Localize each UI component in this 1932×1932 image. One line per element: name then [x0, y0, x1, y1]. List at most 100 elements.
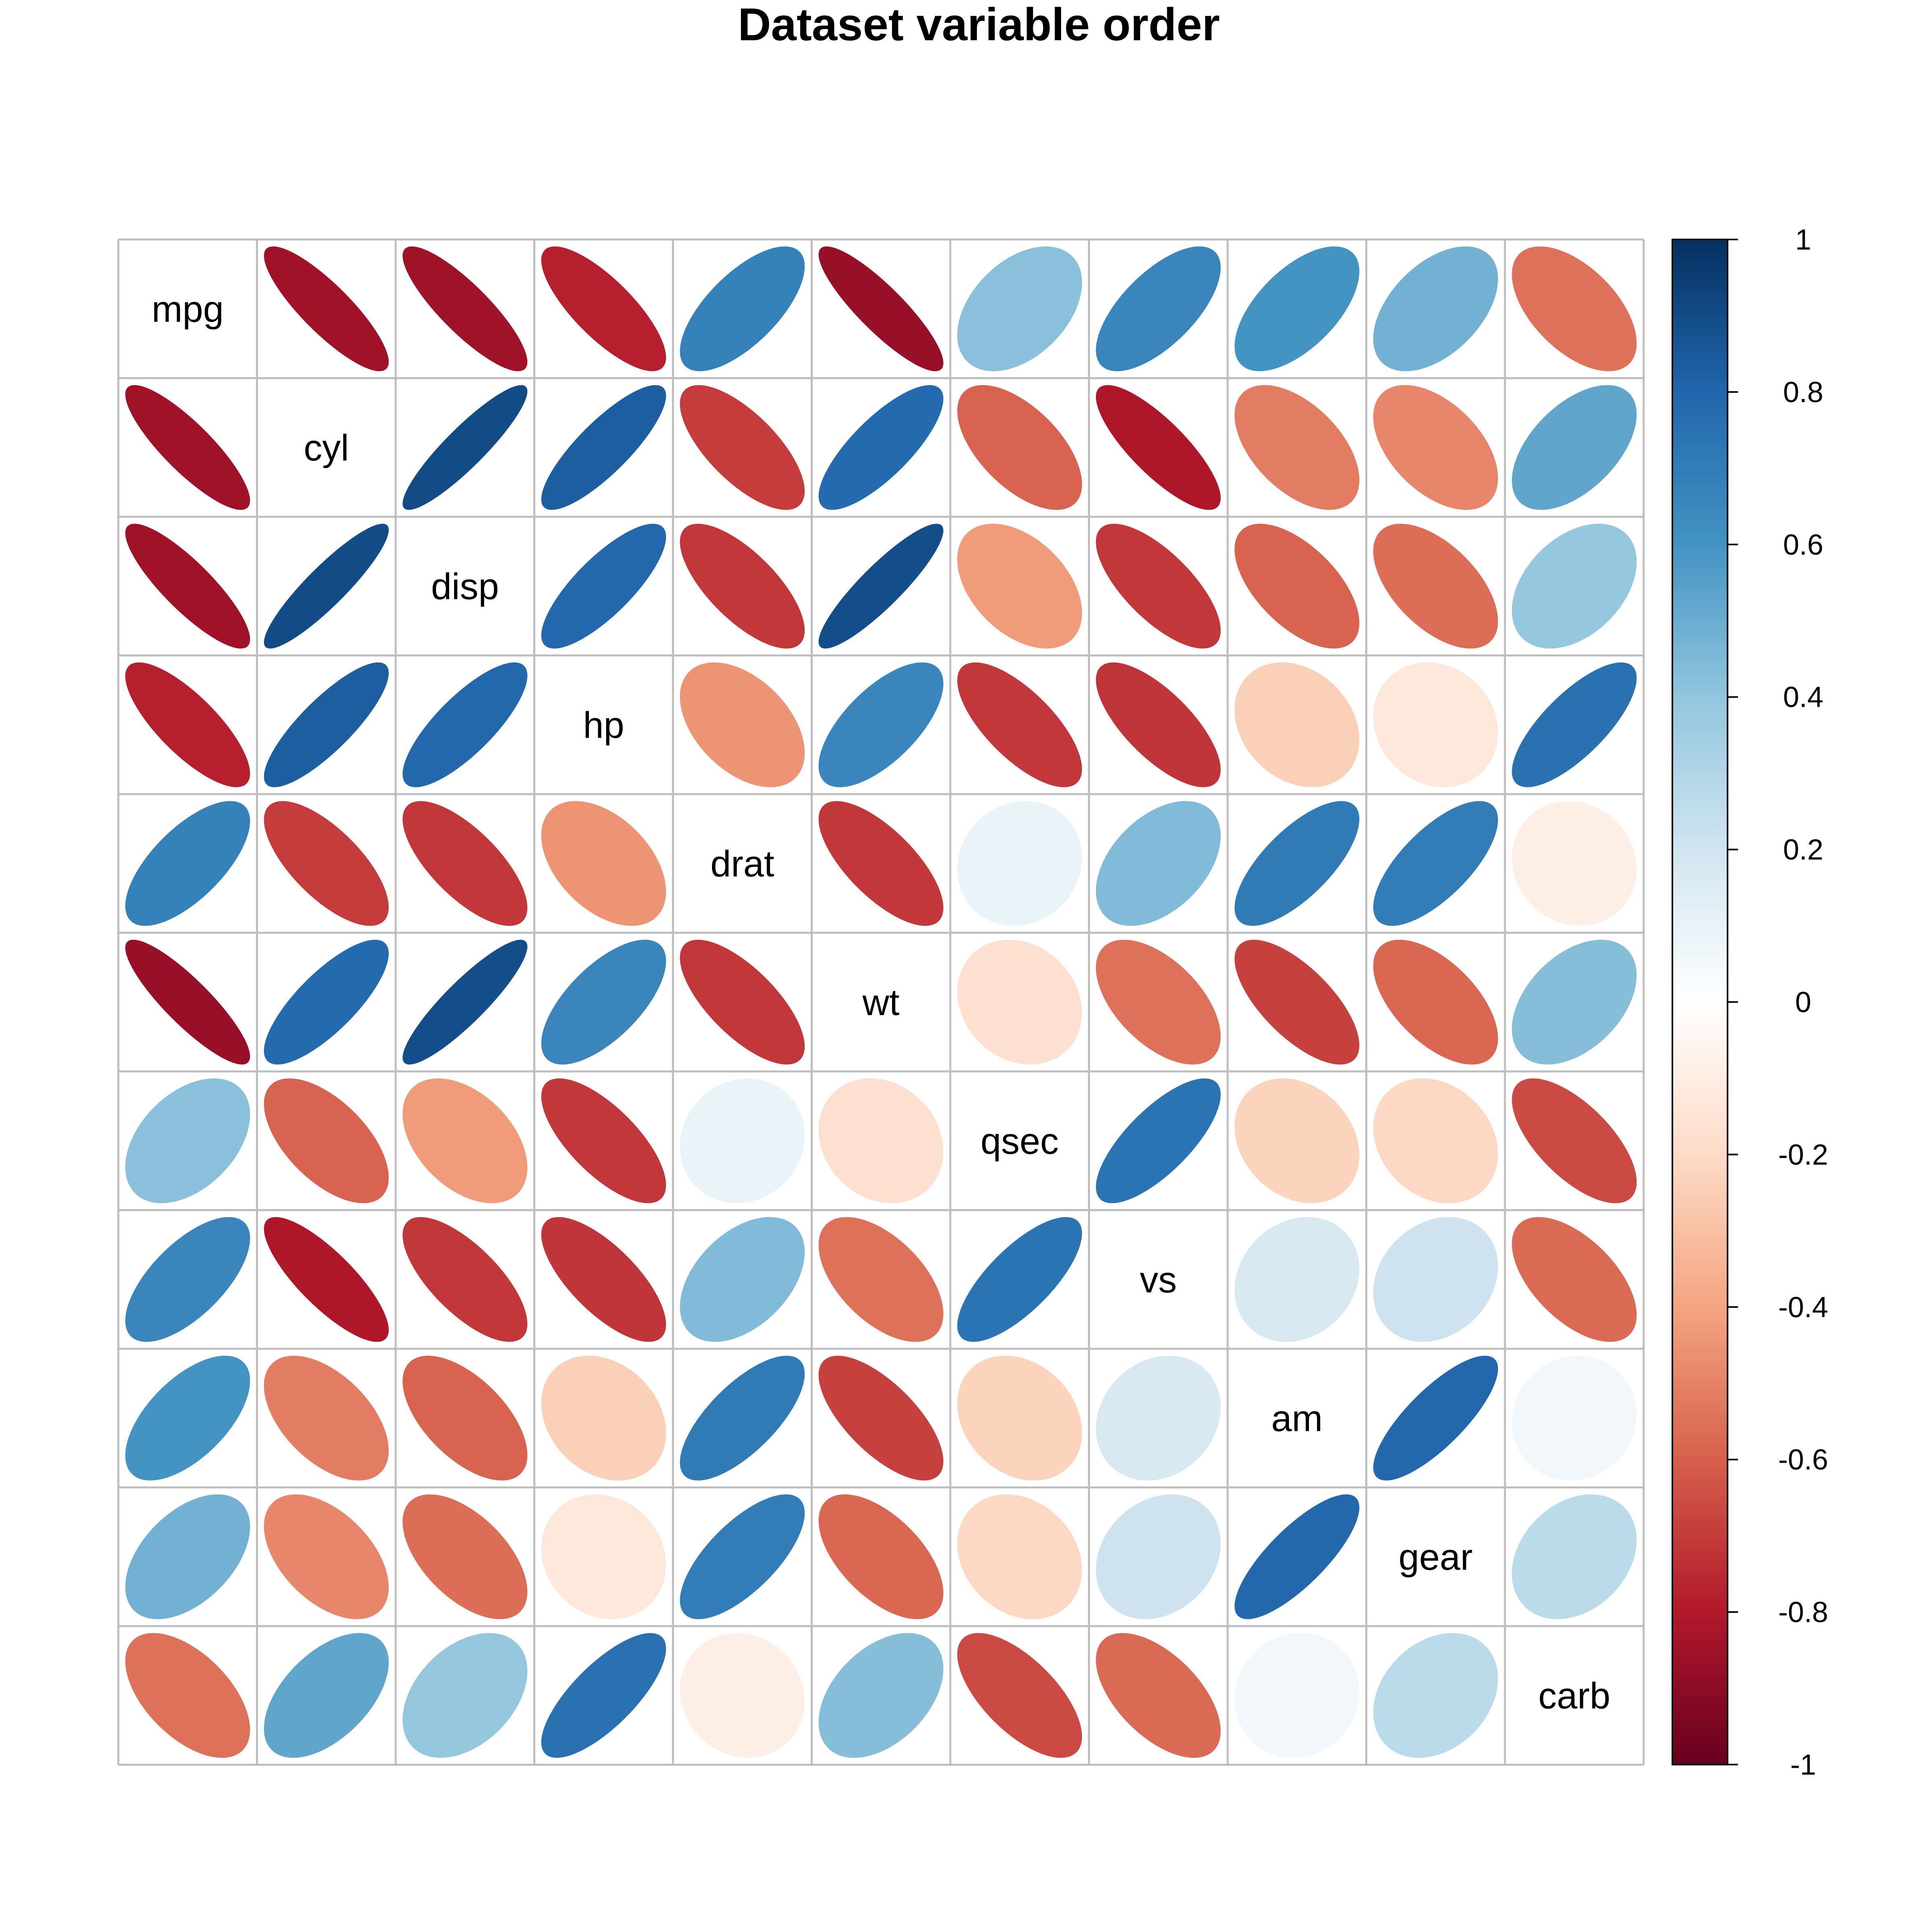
colorbar-tick-label: 0.4 — [1783, 681, 1823, 714]
correlation-matrix — [125, 246, 1637, 1758]
cell-wt-vs — [1096, 939, 1221, 1065]
cell-wt-carb — [1512, 939, 1637, 1065]
cell-qsec-gear — [1373, 1078, 1498, 1203]
cell-carb-cyl — [264, 1633, 389, 1758]
cell-drat-disp — [402, 801, 528, 926]
cell-disp-hp — [541, 524, 666, 649]
cell-drat-hp — [541, 801, 666, 926]
cell-am-hp — [541, 1356, 666, 1481]
cell-disp-vs — [1096, 524, 1221, 649]
cell-gear-wt — [818, 1494, 943, 1619]
variable-label-mpg: mpg — [152, 289, 224, 330]
cell-gear-vs — [1096, 1494, 1221, 1619]
cell-drat-qsec — [957, 801, 1082, 926]
cell-drat-mpg — [125, 801, 250, 926]
cell-mpg-qsec — [957, 246, 1082, 372]
cell-am-disp — [402, 1356, 528, 1481]
cell-carb-am — [1234, 1633, 1360, 1758]
cell-carb-wt — [818, 1633, 943, 1758]
colorbar-tick-label: 0.2 — [1783, 834, 1823, 866]
cell-gear-drat — [680, 1494, 805, 1619]
cell-gear-qsec — [957, 1494, 1082, 1619]
colorbar-tick-label: 1 — [1795, 224, 1811, 256]
cell-vs-disp — [402, 1217, 528, 1342]
cell-cyl-qsec — [957, 385, 1082, 510]
cell-disp-qsec — [957, 524, 1082, 649]
cell-cyl-carb — [1512, 385, 1637, 510]
cell-vs-qsec — [957, 1217, 1082, 1342]
cell-am-cyl — [264, 1356, 389, 1481]
cell-drat-gear — [1373, 801, 1498, 926]
cell-disp-gear — [1373, 524, 1498, 649]
cell-hp-drat — [680, 662, 805, 787]
cell-carb-hp — [541, 1633, 666, 1758]
cell-am-qsec — [957, 1356, 1082, 1481]
cell-vs-carb — [1512, 1217, 1637, 1342]
color-legend: 1 0.8 0.6 0.4 0.2 0 -0.2 -0.4 -0.6 -0.8 -1 — [1672, 224, 1828, 1781]
cell-mpg-am — [1234, 246, 1360, 372]
cell-qsec-disp — [402, 1078, 528, 1203]
cell-wt-am — [1234, 939, 1360, 1065]
colorbar-tick-label: 0.6 — [1783, 529, 1823, 561]
cell-vs-am — [1234, 1217, 1360, 1342]
cell-gear-am — [1234, 1494, 1360, 1619]
cell-qsec-carb — [1512, 1078, 1637, 1203]
cell-drat-vs — [1096, 801, 1221, 926]
variable-label-hp: hp — [583, 705, 624, 746]
cell-hp-disp — [402, 662, 528, 787]
cell-am-vs — [1096, 1356, 1221, 1481]
cell-gear-mpg — [125, 1494, 250, 1619]
cell-mpg-carb — [1512, 246, 1637, 372]
cell-hp-cyl — [264, 662, 389, 787]
variable-label-carb: carb — [1538, 1675, 1610, 1716]
colorbar-tick-label: -1 — [1790, 1749, 1816, 1781]
cell-gear-carb — [1512, 1494, 1637, 1619]
cell-hp-qsec — [957, 662, 1082, 787]
cell-cyl-wt — [818, 385, 943, 510]
colorbar-tick-label: -0.2 — [1778, 1139, 1828, 1171]
cell-carb-qsec — [957, 1633, 1082, 1758]
cell-wt-drat — [680, 939, 805, 1065]
cell-hp-wt — [818, 662, 943, 787]
cell-mpg-cyl — [264, 246, 389, 372]
cell-disp-am — [1234, 524, 1360, 649]
cell-cyl-gear — [1373, 385, 1498, 510]
cell-vs-cyl — [264, 1217, 389, 1342]
cell-drat-cyl — [264, 801, 389, 926]
cell-qsec-hp — [541, 1078, 666, 1203]
cell-carb-drat — [680, 1633, 805, 1758]
colorbar-tick-label: 0 — [1795, 987, 1811, 1019]
cell-disp-cyl — [264, 524, 389, 649]
variable-label-wt: wt — [862, 982, 900, 1023]
cell-vs-gear — [1373, 1217, 1498, 1342]
cell-disp-carb — [1512, 524, 1637, 649]
cell-qsec-vs — [1096, 1078, 1221, 1203]
cell-disp-wt — [818, 524, 943, 649]
cell-wt-disp — [402, 939, 528, 1065]
cell-cyl-hp — [541, 385, 666, 510]
cell-gear-hp — [541, 1494, 666, 1619]
chart-title: Dataset variable order — [738, 0, 1220, 50]
cell-am-carb — [1512, 1356, 1637, 1481]
colorbar-tick-label: -0.4 — [1778, 1291, 1828, 1323]
cell-wt-gear — [1373, 939, 1498, 1065]
cell-cyl-mpg — [125, 385, 250, 510]
cell-drat-am — [1234, 801, 1360, 926]
cell-vs-mpg — [125, 1217, 250, 1342]
cell-hp-carb — [1512, 662, 1637, 787]
cell-hp-am — [1234, 662, 1360, 787]
cell-qsec-mpg — [125, 1078, 250, 1203]
cell-cyl-am — [1234, 385, 1360, 510]
variable-label-vs: vs — [1140, 1259, 1177, 1300]
cell-carb-mpg — [125, 1633, 250, 1758]
cell-mpg-gear — [1373, 246, 1498, 372]
cell-qsec-drat — [680, 1078, 805, 1203]
colorbar-tick-label: -0.8 — [1778, 1596, 1828, 1629]
cell-hp-gear — [1373, 662, 1498, 787]
cell-wt-qsec — [957, 939, 1082, 1065]
cell-hp-mpg — [125, 662, 250, 787]
cell-cyl-disp — [402, 385, 528, 510]
cell-mpg-vs — [1096, 246, 1221, 372]
cell-mpg-wt — [818, 246, 943, 372]
